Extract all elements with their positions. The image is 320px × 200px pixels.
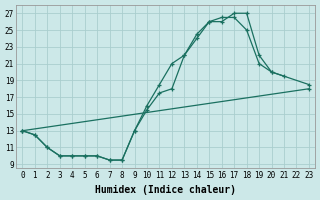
X-axis label: Humidex (Indice chaleur): Humidex (Indice chaleur) [95,185,236,195]
